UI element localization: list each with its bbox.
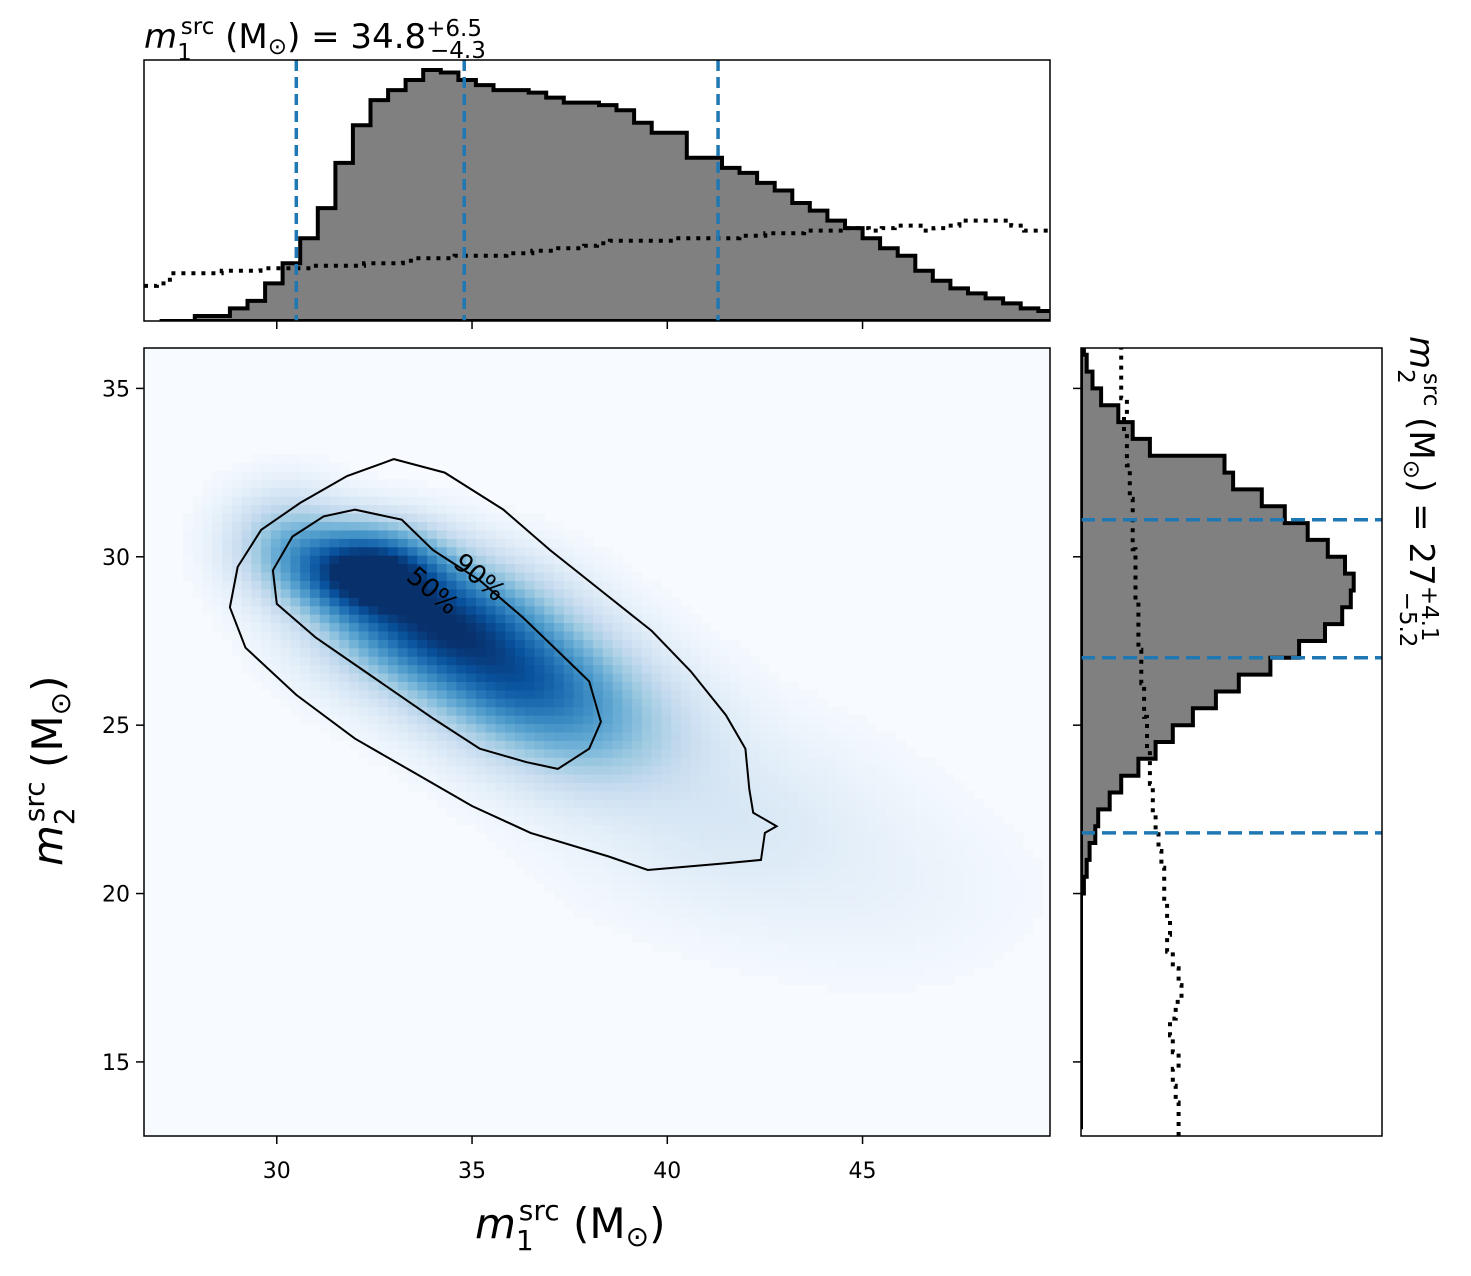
y-tick-label: 20 (102, 883, 130, 908)
x-axis-label: m1src (M⊙) (475, 1194, 665, 1257)
contour-90 (228, 458, 779, 872)
y-tick-label: 30 (102, 546, 130, 571)
y-tick-label: 25 (102, 714, 130, 739)
x-tick-label: 45 (849, 1159, 877, 1184)
m1-prior-curve (144, 218, 1050, 288)
m2-posterior-histogram (1081, 348, 1356, 1130)
x-tick-label: 30 (263, 1159, 291, 1184)
m1-posterior-histogram (159, 68, 1050, 321)
y-tick-label: 35 (102, 377, 130, 402)
y-tick-label: 15 (102, 1051, 130, 1076)
right-title: m2src (M⊙) = 27+4.1−5.2 (1392, 336, 1444, 647)
m2-prior-curve (1119, 348, 1184, 1136)
top-marginal-histogram: m1src (M⊙) = 34.8+6.5 −4.3 (143, 14, 1051, 329)
top-title: m1src (M⊙) = 34.8+6.5 −4.3 (144, 14, 486, 66)
right-marginal-histogram: m2src (M⊙) = 27+4.1−5.2 (1073, 336, 1444, 1137)
contour-50 (271, 508, 602, 770)
x-tick-label: 40 (653, 1159, 681, 1184)
x-tick-label: 35 (458, 1159, 486, 1184)
y-axis-label: m2src (M⊙) (18, 676, 81, 866)
density-heatmap (183, 454, 1043, 994)
